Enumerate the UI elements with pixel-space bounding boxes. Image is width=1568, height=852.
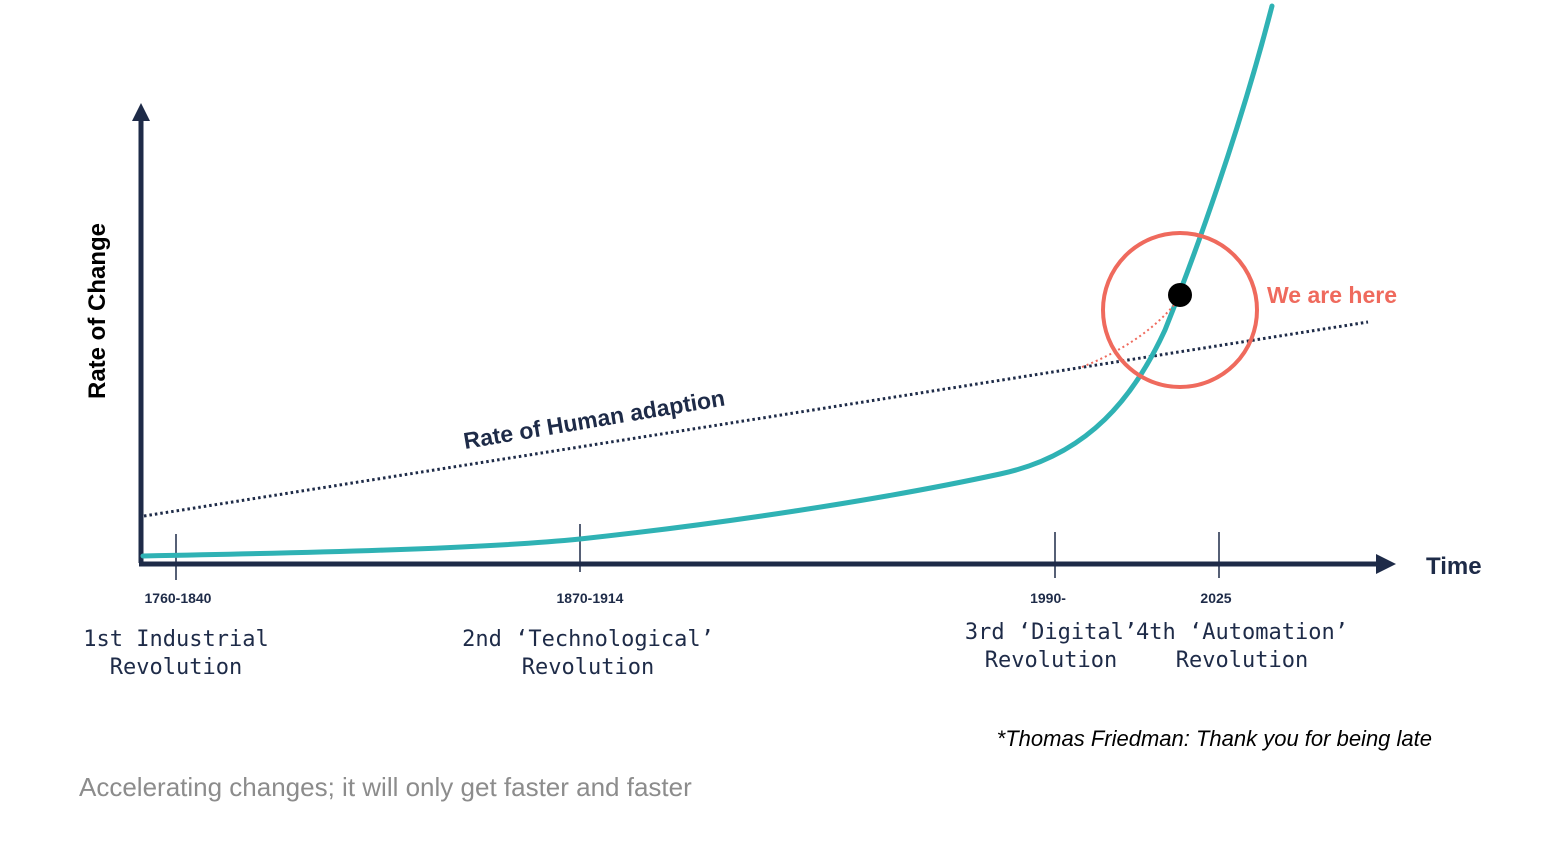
era-name-3-line2: Revolution [985, 648, 1117, 673]
y-axis-label: Rate of Change [84, 223, 111, 399]
era-name-4-line2: Revolution [1176, 648, 1308, 673]
era-name-3-line1: 3rd ‘Digital’ [965, 620, 1137, 645]
era-date-3: 1990- [1030, 590, 1066, 606]
figure-caption: Accelerating changes; it will only get f… [79, 772, 692, 802]
era-name-2-line1: 2nd ‘Technological’ [462, 627, 714, 652]
highlight-circle [1101, 231, 1259, 389]
we-are-here-label: We are here [1267, 282, 1397, 308]
era-name-1-line1: 1st Industrial [83, 627, 268, 652]
source-note: *Thomas Friedman: Thank you for being la… [997, 726, 1432, 751]
era-date-2: 1870-1914 [557, 590, 624, 606]
highlight-extension-line [1081, 299, 1179, 368]
human-adaption-line [143, 320, 1369, 518]
era-name-1-line2: Revolution [110, 655, 242, 680]
era-date-1: 1760-1840 [145, 590, 212, 606]
we-are-here-dot [1168, 283, 1192, 307]
x-axis-arrow [1376, 554, 1396, 574]
x-axis-label: Time [1426, 553, 1482, 580]
era-date-4: 2025 [1200, 590, 1231, 606]
human-adaption-label: Rate of Human adaption [462, 385, 727, 454]
y-axis-arrow [132, 103, 150, 121]
era-name-4-line1: 4th ‘Automation’ [1136, 620, 1348, 645]
era-name-2-line2: Revolution [522, 655, 654, 680]
rate-of-change-curve [140, 3, 1275, 559]
